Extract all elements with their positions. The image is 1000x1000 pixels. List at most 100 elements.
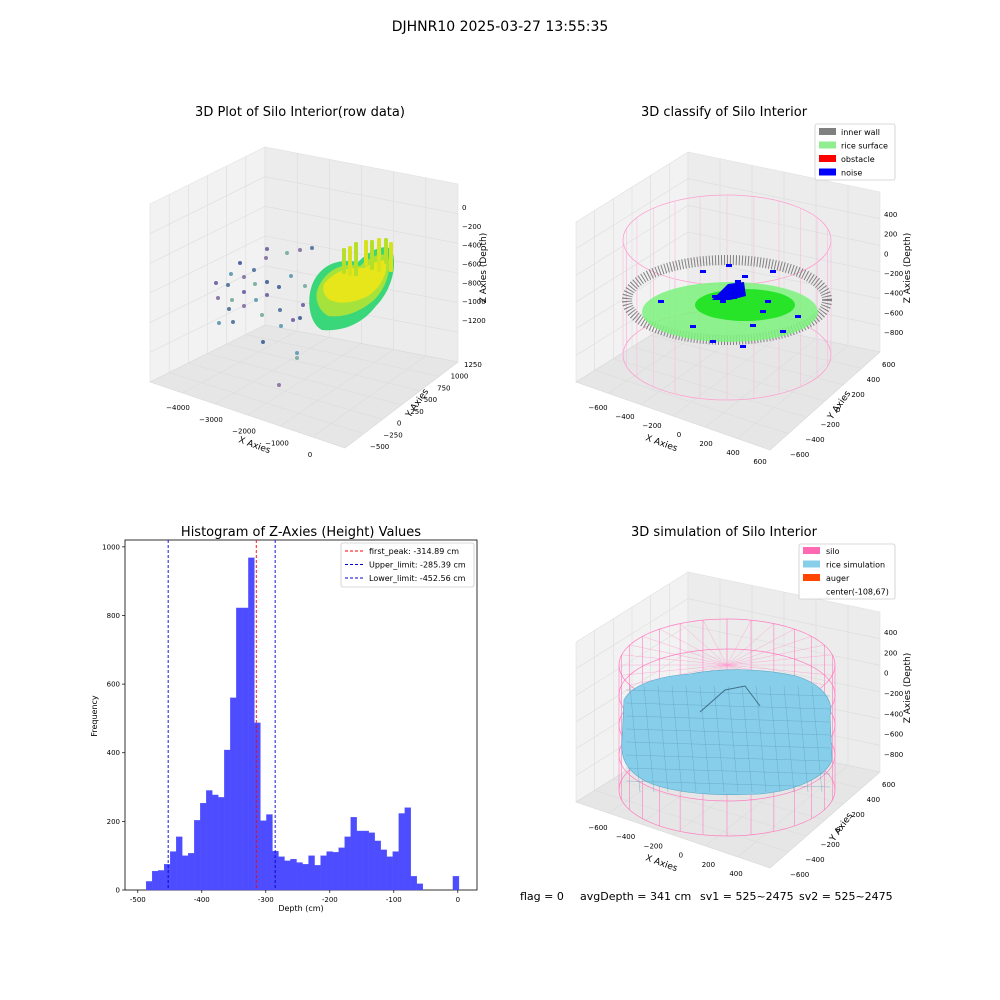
simulation-y-tick-label: 200	[851, 811, 864, 819]
hist-xlabel: Depth (cm)	[278, 904, 323, 913]
simulation-silo-spoke	[629, 644, 728, 666]
classify-z-tick-label: −600	[884, 309, 903, 317]
hist-bar	[218, 797, 225, 891]
hist-bar	[386, 856, 393, 891]
hist-bar	[374, 840, 381, 891]
simulation-y-tick-label: −400	[805, 856, 824, 864]
simulation-auger-ridge	[699, 685, 761, 713]
raw-scatter-point	[291, 318, 295, 322]
classify-z-tick-label: −800	[884, 329, 903, 337]
simulation-z-tick-label: 0	[884, 670, 888, 678]
hist-bar	[350, 817, 357, 891]
simulation-silo-spoke	[726, 623, 774, 666]
simulation-silo-spoke	[726, 628, 795, 666]
gridline	[687, 598, 881, 639]
classify-noise-point	[742, 275, 748, 278]
raw-ticks: −4000−3000−2000−10000−500−25002505007501…	[166, 204, 486, 459]
gridline	[264, 176, 459, 214]
raw-surface-spike	[384, 238, 388, 264]
raw-scatter-point	[298, 316, 302, 320]
classify-noise-point	[780, 330, 786, 333]
simulation-mesh-line	[797, 685, 809, 793]
raw-scatter-point	[238, 261, 242, 265]
hist-axes-frame	[124, 539, 478, 891]
simulation-silo-spoke	[621, 664, 728, 676]
simulation-mesh-line	[625, 780, 831, 788]
raw-scatter-point	[226, 283, 230, 287]
simulation-legend: silo rice simulation auger center(-108,67)	[798, 543, 896, 600]
classify-x-tick-label: −400	[615, 413, 634, 421]
raw-scatter	[214, 238, 395, 387]
hist-bar	[278, 856, 285, 891]
classify-legend-box	[814, 123, 896, 181]
simulation-mesh-line	[629, 685, 641, 793]
simulation-mesh-line	[811, 685, 823, 793]
hist-x-tick-label: -300	[258, 896, 274, 904]
hist-plot: -500 -400 -300 -200 -100 0 0 200 400 600 800 1000	[102, 539, 478, 904]
simulation-silo-spoke	[680, 623, 728, 666]
simulation-mesh-line	[741, 685, 753, 793]
hist-bar	[416, 883, 424, 891]
classify-noise-point	[750, 324, 756, 327]
raw-zlabel: Z Axies (Depth)	[479, 233, 489, 304]
simulation-legend-label: silo	[826, 547, 840, 556]
simulation-mesh-line	[699, 685, 711, 793]
raw-z-tick-label: −400	[462, 242, 481, 250]
hist-bar	[158, 870, 165, 891]
simulation-mesh-line	[625, 767, 831, 775]
simulation-x-tick-label: 200	[702, 861, 715, 869]
raw-x-tick-label: −1000	[265, 439, 289, 447]
footer-flag: flag = 0	[520, 890, 564, 903]
raw-scatter-point	[216, 296, 220, 300]
raw-surface-spike	[370, 240, 374, 270]
raw-z-tick-label: −1000	[462, 298, 486, 306]
raw-scatter-point	[289, 274, 293, 278]
classify-legend-label: rice surface	[841, 142, 888, 151]
hist-bar	[320, 855, 327, 891]
hist-bar	[380, 849, 387, 891]
hist-x-tick-label: -200	[322, 896, 338, 904]
raw-scatter-point	[285, 251, 289, 255]
classify-z-tick-label: −200	[884, 270, 903, 278]
simulation-legend-label: rice simulation	[826, 561, 885, 570]
classify-noise-point	[760, 310, 766, 313]
classify-noise-point	[770, 270, 776, 273]
hist-bar	[194, 820, 201, 891]
simulation-x-tick-label: −600	[588, 824, 607, 832]
hist-bar	[212, 794, 219, 891]
raw-scatter-point	[278, 308, 282, 312]
raw-scatter-point	[242, 304, 246, 308]
raw-scatter-point	[231, 320, 235, 324]
raw-scatter-point	[217, 321, 221, 325]
hist-legend: first_peak: -314.89 cm Upper_limit: -285.…	[340, 542, 475, 588]
hist-y-tick-label: 200	[107, 818, 120, 826]
raw-scatter-point	[264, 256, 268, 260]
simulation-title: 3D simulation of Silo Interior	[631, 525, 818, 540]
hist-legend-box	[340, 542, 475, 588]
classify-z-tick-label: 0	[884, 250, 888, 258]
classify-legend-swatch	[819, 128, 836, 135]
simulation-legend-swatch	[803, 560, 820, 568]
figure-suptitle: DJHNR10 2025-03-27 13:55:35	[392, 19, 609, 35]
simulation-mesh-line	[657, 685, 669, 793]
simulation-y-tick-label: 0	[836, 826, 840, 834]
raw-scatter-point	[265, 293, 269, 297]
hist-bar	[452, 876, 460, 891]
classify-y-tick-label: −200	[821, 421, 840, 429]
hist-bar	[314, 865, 321, 891]
raw-z-tick-label: −800	[462, 279, 481, 287]
simulation-silo-spoke	[702, 620, 728, 666]
simulation-y-tick-label: −600	[790, 871, 809, 879]
raw-scatter-point	[277, 383, 281, 387]
simulation-x-tick-label: 400	[729, 870, 742, 878]
hist-bar	[248, 557, 255, 891]
classify-noise-cluster	[712, 282, 746, 300]
gridline	[575, 178, 689, 249]
simulation-legend-label: center(-108,67)	[826, 588, 889, 597]
raw-scatter-point	[295, 351, 299, 355]
simulation-zlabel: Z Axies (Depth)	[903, 653, 913, 724]
simulation-z-tick-label: −200	[884, 690, 903, 698]
hist-bar	[170, 851, 177, 891]
hist-bar	[290, 858, 297, 891]
hist-bar	[164, 864, 171, 891]
